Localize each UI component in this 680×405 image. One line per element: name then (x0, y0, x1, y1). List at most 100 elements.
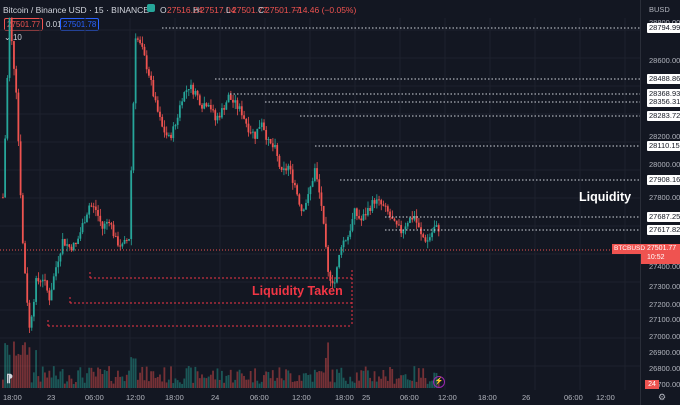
volume-bar (380, 378, 383, 388)
volume-bar (413, 366, 416, 388)
price-chart[interactable] (0, 0, 640, 390)
candle-body (72, 242, 75, 251)
candle-body (364, 214, 367, 216)
candle-body (389, 211, 391, 217)
volume-label: 24 (645, 380, 659, 389)
settings-icon[interactable]: ⚙ (658, 392, 667, 402)
volume-bar (271, 370, 274, 388)
candle-body (260, 122, 263, 128)
candle-body (358, 216, 360, 219)
candle-body (294, 182, 296, 186)
candle-body (181, 101, 183, 106)
candle-body (178, 105, 181, 118)
volume-bar (119, 376, 122, 388)
candle-body (117, 236, 119, 246)
volume-bar (238, 369, 241, 388)
time-tick: 25 (362, 393, 371, 402)
candle-body (214, 110, 217, 121)
candle-body (218, 115, 221, 118)
candle-body (386, 206, 389, 212)
candle-body (19, 141, 22, 196)
level-label: 27908.16 (647, 175, 680, 185)
candle-body (351, 218, 354, 231)
candle-body (391, 216, 394, 219)
candle-body (61, 239, 64, 254)
candle-body (143, 46, 146, 56)
candle-body (44, 279, 46, 281)
volume-bar (426, 383, 429, 388)
candle-body (17, 92, 20, 142)
candle-body (435, 225, 438, 227)
volume-bar (37, 376, 40, 388)
candle-body (103, 223, 106, 229)
level-label: 28110.15 (647, 141, 680, 151)
candle-body (232, 99, 234, 103)
price-tick: 27300.00 (649, 282, 680, 291)
candle-body (378, 199, 380, 201)
price-tick: 27200.00 (649, 300, 680, 309)
currency-label: BUSD (649, 5, 670, 14)
volume-bar (269, 378, 272, 388)
volume-bar (21, 345, 24, 388)
candle-body (66, 244, 68, 246)
candle-body (28, 302, 31, 328)
volume-bar (101, 374, 104, 388)
candle-body (79, 232, 82, 239)
volume-bar (152, 371, 155, 388)
indicator-toggle[interactable]: ⌄ 10 (4, 33, 22, 42)
symbol-tag: BTCBUSD (612, 244, 648, 254)
candle-body (331, 280, 334, 284)
volume-bar (103, 369, 106, 388)
volume-bar (322, 372, 325, 388)
volume-bar (324, 357, 327, 388)
candle-body (185, 90, 188, 93)
candle-body (139, 39, 141, 44)
candle-body (302, 209, 305, 212)
candle-body (347, 236, 349, 241)
volume-bar (409, 380, 411, 388)
volume-bar (123, 381, 126, 388)
candle-body (134, 38, 137, 104)
candle-body (86, 214, 88, 223)
volume-bar (90, 367, 93, 388)
candle-body (90, 205, 93, 207)
candle-body (37, 278, 40, 282)
candle-body (119, 245, 122, 247)
candle-body (26, 273, 29, 303)
candle-body (203, 103, 206, 109)
symbol-title[interactable]: Bitcoin / Binance USD · 15 · BINANCE (3, 5, 149, 15)
volume-bar (99, 369, 102, 388)
candle-body (245, 118, 248, 124)
time-tick: 12:00 (438, 393, 457, 402)
candle-body (289, 165, 292, 170)
chart-grid (0, 18, 640, 390)
volume-bar (79, 367, 82, 388)
candle-body (77, 238, 80, 245)
candle-body (24, 243, 26, 274)
candle-body (338, 254, 341, 268)
volume-bar (130, 357, 133, 388)
candle-body (411, 217, 414, 220)
volume-bar (86, 373, 88, 388)
candle-body (251, 131, 254, 133)
tradingview-logo-icon[interactable]: ⁋ (6, 373, 13, 385)
lightning-icon[interactable]: ⚡ (433, 376, 445, 388)
volume-bar (386, 380, 389, 388)
volume-bar (6, 344, 9, 388)
price-tick: 26800.00 (649, 364, 680, 373)
volume-bar (404, 374, 407, 388)
price-axis[interactable]: BUSD 28800.0028600.0028400.0028200.00280… (612, 0, 680, 405)
volume-bar (2, 379, 4, 388)
candle-body (6, 77, 9, 139)
candle-body (21, 195, 24, 244)
volume-bar (331, 369, 334, 388)
volume-bar (316, 372, 318, 388)
candle-body (327, 246, 329, 272)
time-tick: 12:00 (596, 393, 615, 402)
volume-bar (254, 368, 256, 388)
volume-bar (382, 369, 385, 388)
volume-bar (298, 375, 301, 388)
candle-body (4, 138, 7, 198)
candle-body (298, 194, 301, 205)
volume-bar (39, 381, 42, 388)
